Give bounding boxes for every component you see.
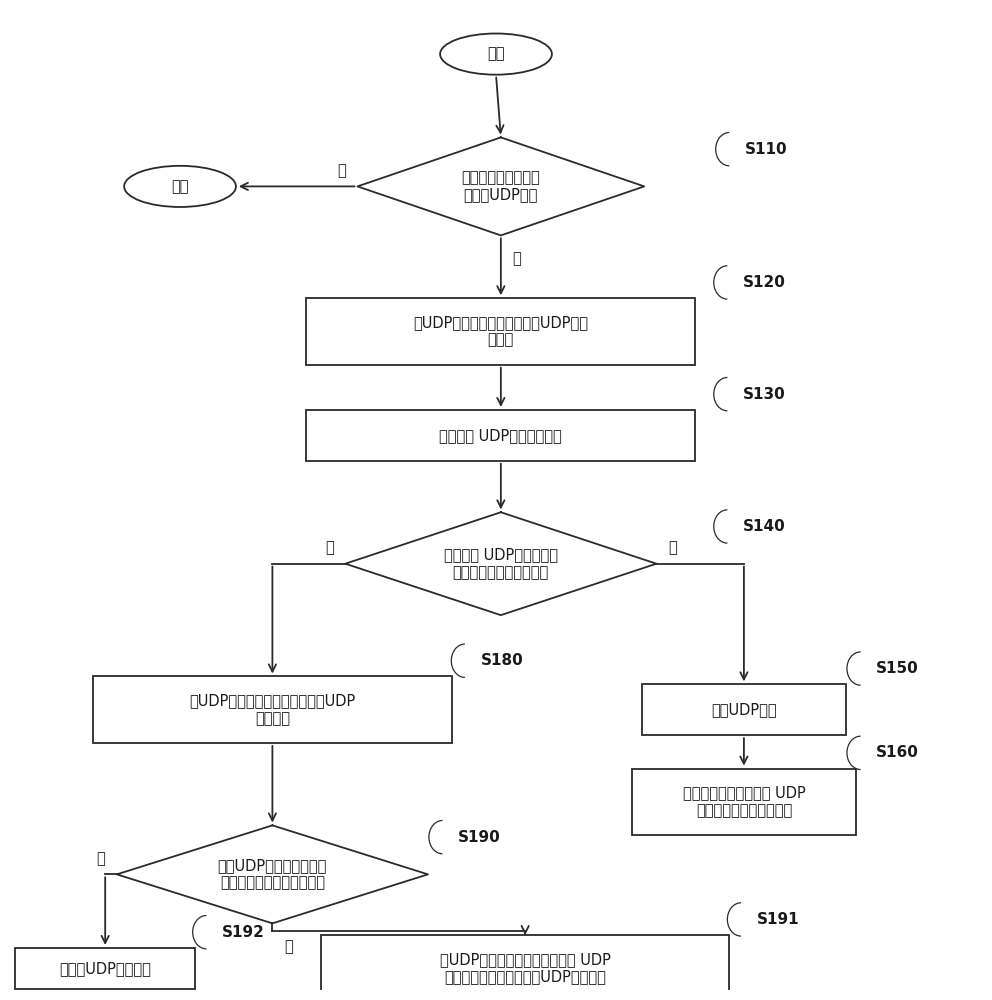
Ellipse shape — [124, 166, 236, 207]
Ellipse shape — [440, 34, 552, 75]
Text: 否: 否 — [96, 851, 105, 866]
Text: 是: 是 — [668, 541, 677, 556]
Polygon shape — [357, 137, 644, 235]
FancyBboxPatch shape — [92, 676, 452, 743]
Text: S180: S180 — [480, 653, 523, 668]
Text: 判断UDP报文特征是否与
预设模板库中的特征相匹配: 判断UDP报文特征是否与 预设模板库中的特征相匹配 — [217, 858, 327, 891]
Text: 否: 否 — [337, 163, 346, 178]
Text: 是: 是 — [284, 939, 293, 954]
Text: 将UDP报文的哈希値加入到预设 UDP
报文检测队列中，并将该UDP报文丢弃: 将UDP报文的哈希値加入到预设 UDP 报文检测队列中，并将该UDP报文丢弃 — [439, 952, 611, 985]
Text: 将UDP报文做哈希处理，得到UDP报文
哈希値: 将UDP报文做哈希处理，得到UDP报文 哈希値 — [414, 315, 588, 348]
Text: 获取预设 UDP报文检测队列: 获取预设 UDP报文检测队列 — [439, 428, 562, 443]
Text: S140: S140 — [743, 519, 786, 534]
Text: S191: S191 — [757, 912, 800, 927]
FancyBboxPatch shape — [642, 684, 846, 735]
FancyBboxPatch shape — [321, 935, 729, 1000]
FancyBboxPatch shape — [15, 948, 195, 989]
Text: S130: S130 — [743, 387, 786, 402]
Text: 提高目标哈希値在预设 UDP
报文检测队列中的优先级: 提高目标哈希値在预设 UDP 报文检测队列中的优先级 — [682, 786, 806, 818]
Polygon shape — [117, 825, 428, 923]
Polygon shape — [345, 512, 657, 615]
Text: S192: S192 — [222, 925, 265, 940]
Text: S110: S110 — [745, 142, 788, 157]
Text: 否: 否 — [325, 541, 333, 556]
FancyBboxPatch shape — [632, 769, 856, 835]
Text: S160: S160 — [876, 745, 919, 760]
Text: S120: S120 — [743, 275, 786, 290]
Text: S150: S150 — [876, 661, 919, 676]
Text: S190: S190 — [458, 830, 501, 845]
FancyBboxPatch shape — [307, 298, 695, 365]
Text: 开始: 开始 — [487, 47, 505, 62]
Text: 将UDP报文进行特征提取，得到UDP
报文特征: 将UDP报文进行特征提取，得到UDP 报文特征 — [189, 694, 355, 726]
Text: 丢弃UDP报文: 丢弃UDP报文 — [711, 702, 777, 717]
Text: 允许该UDP报文传输: 允许该UDP报文传输 — [60, 961, 151, 976]
Text: 判断预设 UDP报文检测队
列中是否存在目标哈希値: 判断预设 UDP报文检测队 列中是否存在目标哈希値 — [443, 548, 558, 580]
Text: 是: 是 — [513, 251, 521, 266]
Text: 监测网络会话中是否
传输有UDP报文: 监测网络会话中是否 传输有UDP报文 — [461, 170, 541, 203]
Text: 结束: 结束 — [172, 179, 188, 194]
FancyBboxPatch shape — [307, 410, 695, 461]
